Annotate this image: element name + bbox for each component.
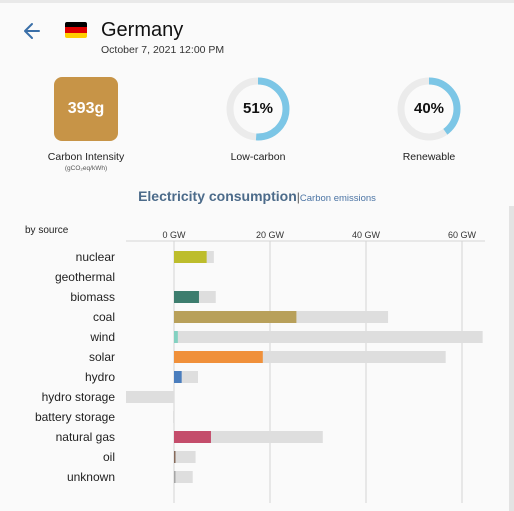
chart-source-label: by source xyxy=(25,225,69,236)
production-bar[interactable] xyxy=(174,251,207,263)
x-tick-label: 60 GW xyxy=(448,230,477,240)
top-divider xyxy=(0,0,514,3)
renewable-value: 40% xyxy=(413,100,445,117)
category-label: geothermal xyxy=(55,270,115,284)
production-bar[interactable] xyxy=(174,311,297,323)
category-label: hydro storage xyxy=(42,390,116,404)
capacity-bar xyxy=(174,471,193,483)
capacity-bar xyxy=(126,391,174,403)
capacity-bar xyxy=(174,431,323,443)
category-label: wind xyxy=(89,330,115,344)
carbon-intensity-badge: 393g xyxy=(54,77,118,141)
production-bar[interactable] xyxy=(174,291,199,303)
x-tick-label: 20 GW xyxy=(256,230,285,240)
back-arrow-icon[interactable] xyxy=(22,21,42,41)
category-label: nuclear xyxy=(76,250,115,264)
carbon-intensity-label: Carbon Intensity xyxy=(47,151,125,163)
tab-electricity-consumption[interactable]: Electricity consumption xyxy=(138,188,297,204)
category-label: coal xyxy=(93,310,115,324)
production-bar[interactable] xyxy=(174,431,211,443)
low-carbon-value: 51% xyxy=(242,100,274,117)
category-label: natural gas xyxy=(56,430,115,444)
production-bar[interactable] xyxy=(174,331,178,343)
production-bar[interactable] xyxy=(174,351,263,363)
renewable-label: Renewable xyxy=(402,151,456,163)
electricity-by-source-chart: 0 GW 20 GW 40 GW 60 GW nuclear geothermal biom… xyxy=(35,230,485,503)
category-label: solar xyxy=(89,350,115,364)
x-tick-label: 40 GW xyxy=(352,230,381,240)
x-tick-label: 0 GW xyxy=(162,230,186,240)
carbon-intensity-unit: (gCO₂eq/kWh) xyxy=(64,165,108,172)
capacity-bar xyxy=(174,451,196,463)
low-carbon-donut xyxy=(226,77,290,141)
production-bar[interactable] xyxy=(174,451,176,463)
category-label: unknown xyxy=(67,470,115,484)
country-name: Germany xyxy=(101,19,184,41)
capacity-bar xyxy=(173,411,175,423)
low-carbon-label: Low-carbon xyxy=(230,151,286,163)
category-label: battery storage xyxy=(35,410,115,424)
tab-separator: | xyxy=(296,190,300,204)
renewable-donut xyxy=(397,77,461,141)
timestamp: October 7, 2021 12:00 PM xyxy=(101,44,225,56)
tab-carbon-emissions[interactable]: Carbon emissions xyxy=(299,193,376,204)
category-label: oil xyxy=(103,450,115,464)
category-label: hydro xyxy=(85,370,115,384)
production-bar[interactable] xyxy=(174,371,182,383)
germany-flag-icon xyxy=(65,22,87,38)
production-bar[interactable] xyxy=(174,471,176,483)
panel-scrollbar[interactable] xyxy=(509,206,514,511)
capacity-bar xyxy=(174,331,483,343)
category-label: biomass xyxy=(70,290,115,304)
chart-mode-tabs: Electricity consumption|Carbon emissions xyxy=(0,188,514,206)
